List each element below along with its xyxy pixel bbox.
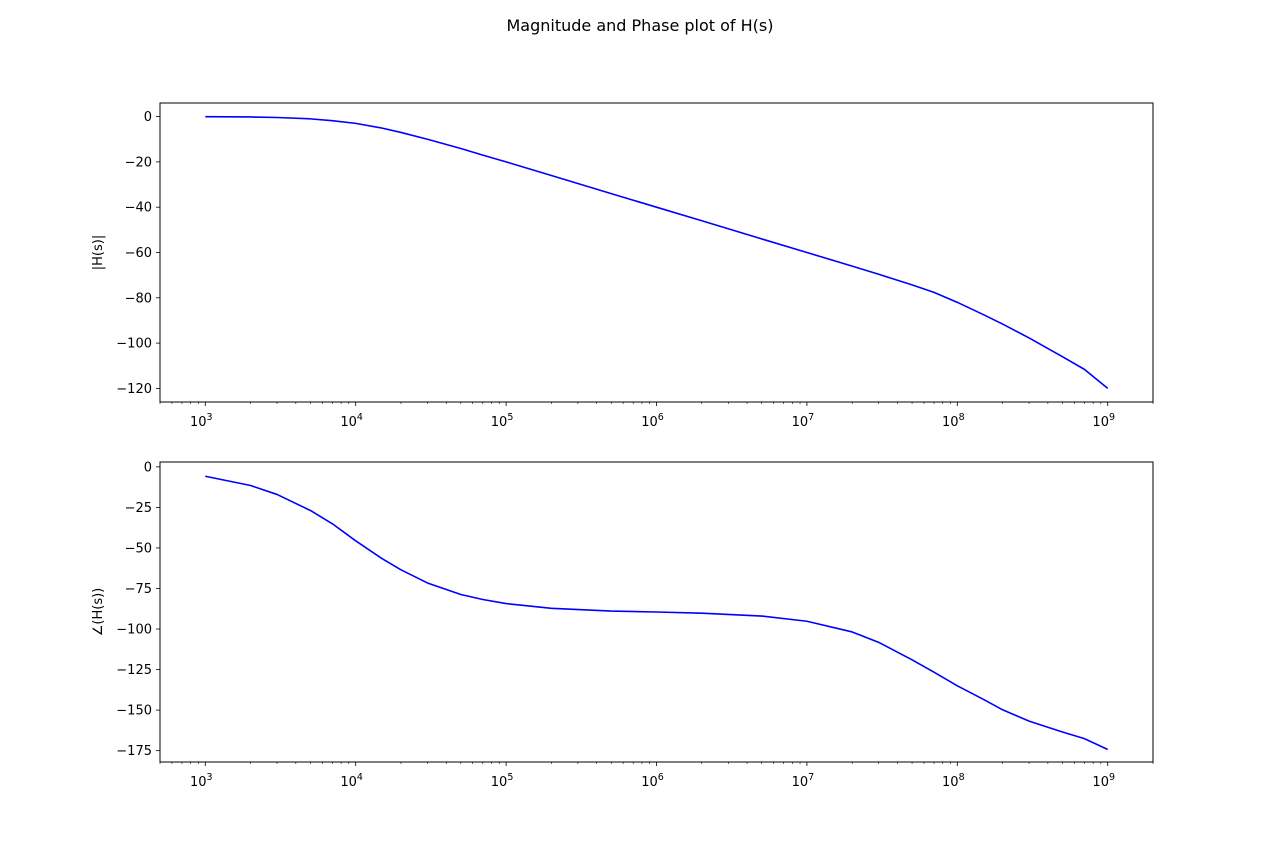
magnitude-xtick-exponent: 6: [658, 412, 664, 423]
magnitude-xtick-label: 109: [1092, 412, 1115, 430]
magnitude-xtick-label: 107: [792, 412, 815, 430]
magnitude-xtick-base: 10: [1092, 415, 1109, 430]
phase-xtick-label: 103: [190, 772, 213, 790]
magnitude-ylabel: |H(s)|: [91, 235, 106, 270]
phase-xtick-label: 107: [792, 772, 815, 790]
phase-xtick-base: 10: [340, 775, 357, 790]
magnitude-xtick-base: 10: [641, 415, 658, 430]
magnitude-xtick-exponent: 8: [959, 412, 965, 423]
magnitude-ytick-label: −40: [125, 201, 152, 216]
phase-xtick-label: 108: [942, 772, 965, 790]
magnitude-ticks: 103 104 105 106 107 108 1090−20−40−60−80−100−1…: [116, 110, 1154, 430]
magnitude-xtick-base: 10: [942, 415, 959, 430]
phase-xtick-base: 10: [641, 775, 658, 790]
phase-xtick-base: 10: [942, 775, 959, 790]
magnitude-plot: |H(s)| 103 104 105 106 107 108 1090−20−40−60−8…: [91, 102, 1154, 430]
phase-xtick-label: 106: [641, 772, 664, 790]
phase-ytick-label: −25: [125, 501, 152, 516]
magnitude-xtick-label: 108: [942, 412, 965, 430]
magnitude-xtick-base: 10: [190, 415, 207, 430]
magnitude-ytick-label: −80: [125, 291, 152, 306]
phase-ytick-label: −150: [116, 704, 152, 719]
phase-xtick-exponent: 4: [357, 772, 363, 783]
magnitude-xtick-label: 104: [340, 412, 363, 430]
magnitude-xtick-exponent: 5: [507, 412, 513, 423]
phase-plot: ∠(H(s)) 103 104 105 106 107 108 1090−25−50−75−…: [91, 460, 1154, 790]
magnitude-ytick-label: −20: [125, 155, 152, 170]
magnitude-lines: [205, 115, 1109, 390]
phase-ytick-label: −50: [125, 541, 152, 556]
figure-title: Magnitude and Phase plot of H(s): [506, 16, 773, 35]
phase-ytick-label: 0: [144, 460, 152, 475]
magnitude-ytick-label: −100: [116, 337, 152, 352]
magnitude-xtick-label: 103: [190, 412, 213, 430]
phase-ticks: 103 104 105 106 107 108 1090−25−50−75−100−125−…: [116, 460, 1154, 790]
magnitude-xtick-exponent: 9: [1109, 412, 1115, 423]
phase-ytick-label: −100: [116, 623, 152, 638]
phase-xtick-base: 10: [1092, 775, 1109, 790]
phase-xtick-label: 109: [1092, 772, 1115, 790]
phase-xtick-exponent: 3: [207, 772, 213, 783]
magnitude-xtick-base: 10: [792, 415, 809, 430]
magnitude-ytick-label: −120: [116, 382, 152, 397]
magnitude-xtick-exponent: 7: [808, 412, 814, 423]
magnitude-series-line: [205, 115, 1109, 390]
phase-xtick-exponent: 7: [808, 772, 814, 783]
magnitude-ytick-label: −60: [125, 246, 152, 261]
phase-ytick-label: −125: [116, 663, 152, 678]
phase-xtick-exponent: 9: [1109, 772, 1115, 783]
phase-xtick-exponent: 5: [507, 772, 513, 783]
phase-ylabel: ∠(H(s)): [91, 588, 106, 637]
phase-ytick-label: −175: [116, 744, 152, 759]
magnitude-xtick-label: 105: [491, 412, 514, 430]
phase-xtick-label: 104: [340, 772, 363, 790]
phase-xtick-base: 10: [792, 775, 809, 790]
magnitude-xtick-base: 10: [491, 415, 508, 430]
magnitude-xtick-label: 106: [641, 412, 664, 430]
phase-xtick-exponent: 8: [959, 772, 965, 783]
phase-xtick-base: 10: [491, 775, 508, 790]
magnitude-xtick-base: 10: [340, 415, 357, 430]
phase-ytick-label: −75: [125, 582, 152, 597]
magnitude-xtick-exponent: 4: [357, 412, 363, 423]
magnitude-xtick-exponent: 3: [207, 412, 213, 423]
phase-xtick-base: 10: [190, 775, 207, 790]
magnitude-plot-frame: [159, 102, 1154, 403]
phase-xtick-label: 105: [491, 772, 514, 790]
phase-series-line: [205, 475, 1109, 751]
phase-xtick-exponent: 6: [658, 772, 664, 783]
phase-lines: [205, 475, 1109, 751]
magnitude-ytick-label: 0: [144, 110, 152, 125]
